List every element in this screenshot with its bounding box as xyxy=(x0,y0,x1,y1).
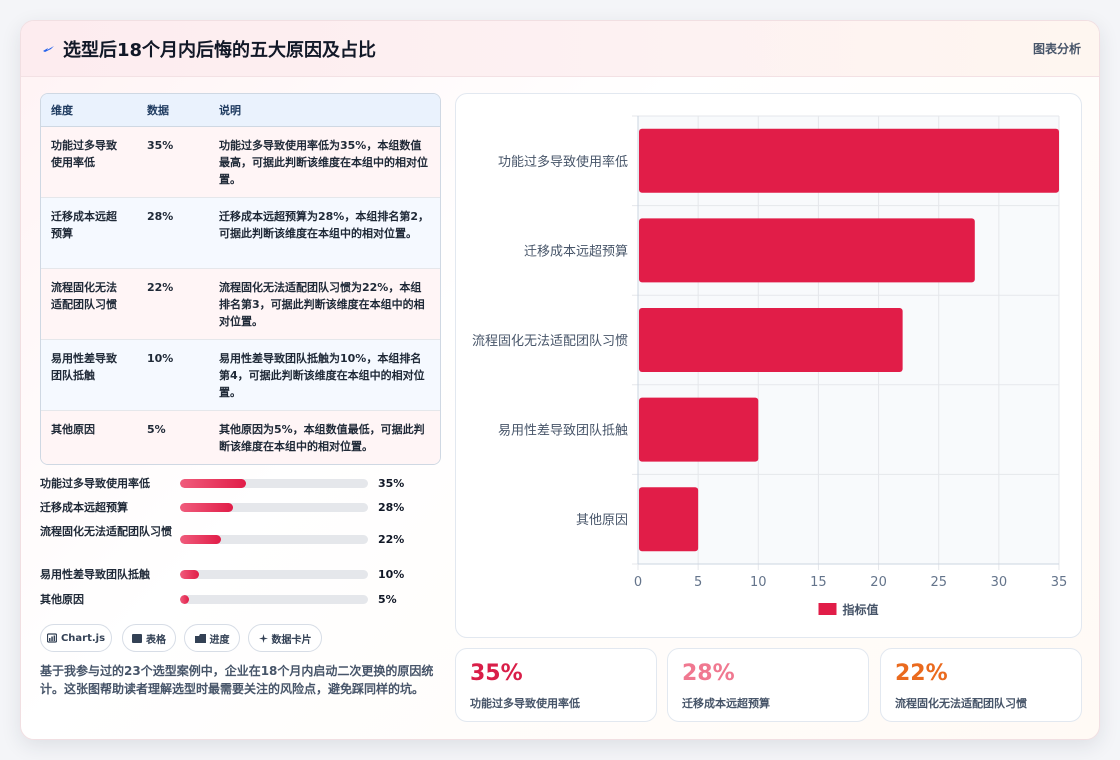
table-row: 迁移成本远超预算 28% 迁移成本远超预算为28%，本组排名第2，可据此判断该维… xyxy=(41,197,440,269)
progress-value: 22% xyxy=(378,533,405,546)
bar xyxy=(639,397,759,462)
bar xyxy=(639,308,903,372)
stat-label: 迁移成本远超预算 xyxy=(682,697,770,710)
data-table: 维度 数据 说明 功能过多导致使用率低 35% 功能过多导致使用率低为35%，本… xyxy=(40,93,441,465)
progress-fill xyxy=(180,535,222,544)
sparkle-icon xyxy=(258,633,268,643)
bar xyxy=(639,128,1059,193)
progress-label: 易用性差导致团队抵触 xyxy=(40,568,150,581)
progress-track xyxy=(180,595,368,604)
progress-fill xyxy=(180,570,199,579)
y-tick-label: 功能过多导致使用率低 xyxy=(498,154,628,170)
stat-card: 28% 迁移成本远超预算 xyxy=(667,648,869,722)
progress-value: 5% xyxy=(378,593,397,606)
pill-label: 数据卡片 xyxy=(271,634,312,646)
progress-value: 28% xyxy=(378,501,405,514)
progress-track xyxy=(180,503,368,512)
table-row: 流程固化无法适配团队习惯 22% 流程固化无法适配团队习惯为22%，本组排名第3… xyxy=(41,268,440,340)
progress-value: 35% xyxy=(378,477,405,490)
x-tick-label: 5 xyxy=(694,575,702,590)
stat-card: 22% 流程固化无法适配团队习惯 xyxy=(880,648,1082,722)
table-row: 其他原因 5% 其他原因为5%，本组数值最低，可据此判断该维度在本组中的相对位置… xyxy=(41,410,440,464)
x-tick-label: 30 xyxy=(991,575,1008,590)
table-row: 功能过多导致使用率低 35% 功能过多导致使用率低为35%，本组数值最高，可据此… xyxy=(41,126,440,198)
progress-icon xyxy=(194,633,206,643)
progress-track xyxy=(180,479,368,488)
column-header-dimension: 维度 xyxy=(41,94,137,127)
table-cell-value: 5% xyxy=(147,422,166,436)
table-cell-dimension: 迁移成本远超预算 xyxy=(41,197,137,269)
y-tick-label: 其他原因 xyxy=(576,513,628,528)
y-tick-label: 流程固化无法适配团队习惯 xyxy=(472,333,628,349)
table-cell-dimension: 流程固化无法适配团队习惯 xyxy=(41,268,137,340)
chart-icon xyxy=(46,633,57,643)
bar-chart: 0 5 10 15 20 25 30 35 功能过多导致使用率低迁移成本远超预算流程固化无法适配… xyxy=(472,115,1068,617)
legend-label: 指标值 xyxy=(843,602,879,617)
progress-track xyxy=(180,570,368,579)
table-cell-dimension: 功能过多导致使用率低 xyxy=(41,126,137,198)
table-cell-value: 10% xyxy=(137,339,209,411)
x-tick-label: 25 xyxy=(930,575,947,590)
x-tick-label: 0 xyxy=(634,575,642,590)
bar xyxy=(639,487,699,552)
y-tick-label: 迁移成本远超预算 xyxy=(524,244,628,259)
pill-label: 表格 xyxy=(146,634,166,646)
progress-label: 其他原因 xyxy=(40,593,84,606)
table-cell-dimension: 其他原因 xyxy=(51,422,95,436)
table-cell-note: 易用性差导致团队抵触为10%，本组排名第4，可据此判断该维度在本组中的相对位置。 xyxy=(209,339,440,411)
bar xyxy=(639,218,975,283)
page-title: 选型后18个月内后悔的五大原因及占比 xyxy=(63,40,377,61)
pill-progress[interactable]: 进度 xyxy=(184,624,240,652)
table-cell-dimension: 易用性差导致团队抵触 xyxy=(41,339,137,411)
table-cell-note: 其他原因为5%，本组数值最低，可据此判断该维度在本组中的相对位置。 xyxy=(219,422,425,453)
stat-value: 22% xyxy=(895,661,948,686)
stat-label: 流程固化无法适配团队习惯 xyxy=(895,697,1027,710)
stat-value: 35% xyxy=(470,661,523,686)
table-cell-value: 22% xyxy=(137,268,209,340)
table-icon xyxy=(132,633,142,643)
stat-value: 28% xyxy=(682,661,735,686)
pill-chartjs[interactable]: Chart.js xyxy=(40,624,112,652)
table-cell-value: 28% xyxy=(137,197,209,269)
table-row: 易用性差导致团队抵触 10% 易用性差导致团队抵触为10%，本组排名第4，可据此… xyxy=(41,339,440,411)
progress-value: 10% xyxy=(378,568,405,581)
sparkle-icon xyxy=(43,46,54,52)
column-header-data: 数据 xyxy=(137,94,209,127)
description-text: 基于我参与过的23个选型案例中，企业在18个月内启动二次更换的原因统计。这张图帮… xyxy=(40,664,434,696)
card-header: 选型后18个月内后悔的五大原因及占比 图表分析 xyxy=(21,21,1099,77)
stat-card: 35% 功能过多导致使用率低 xyxy=(455,648,657,722)
x-tick-label: 20 xyxy=(870,575,887,590)
progress-label: 迁移成本远超预算 xyxy=(40,501,128,514)
x-tick-label: 10 xyxy=(750,575,767,590)
table-cell-value: 35% xyxy=(137,126,209,198)
pill-table[interactable]: 表格 xyxy=(122,624,176,652)
progress-fill xyxy=(180,503,233,512)
pill-label: 进度 xyxy=(209,634,230,646)
progress-label: 功能过多导致使用率低 xyxy=(40,477,150,490)
bar-chart-panel: 0 5 10 15 20 25 30 35 功能过多导致使用率低迁移成本远超预算流程固化无法适配… xyxy=(455,93,1082,638)
chart-analysis-link[interactable]: 图表分析 xyxy=(1032,42,1081,56)
column-header-note: 说明 xyxy=(209,94,440,127)
x-tick-label: 15 xyxy=(810,575,827,590)
table-cell-note: 流程固化无法适配团队习惯为22%，本组排名第3，可据此判断该维度在本组中的相对位… xyxy=(209,268,440,340)
report-card: 选型后18个月内后悔的五大原因及占比 图表分析 维度 数据 说明 功能过多导致使… xyxy=(20,20,1100,740)
progress-track xyxy=(180,535,368,544)
legend-swatch xyxy=(818,603,837,615)
table-header-row: 维度 数据 说明 xyxy=(41,94,440,127)
stat-label: 功能过多导致使用率低 xyxy=(470,697,580,710)
table-cell-note: 迁移成本远超预算为28%，本组排名第2，可据此判断该维度在本组中的相对位置。 xyxy=(209,197,440,269)
y-tick-label: 易用性差导致团队抵触 xyxy=(498,424,628,439)
progress-fill xyxy=(180,595,190,604)
pill-label: Chart.js xyxy=(60,632,106,644)
table-cell-note: 功能过多导致使用率低为35%，本组数值最高，可据此判断该维度在本组中的相对位置。 xyxy=(209,126,440,198)
x-tick-label: 35 xyxy=(1051,575,1068,590)
progress-label: 流程固化无法适配团队习惯 xyxy=(40,525,172,538)
progress-fill xyxy=(180,479,246,488)
pill-data-cards[interactable]: 数据卡片 xyxy=(248,624,322,652)
